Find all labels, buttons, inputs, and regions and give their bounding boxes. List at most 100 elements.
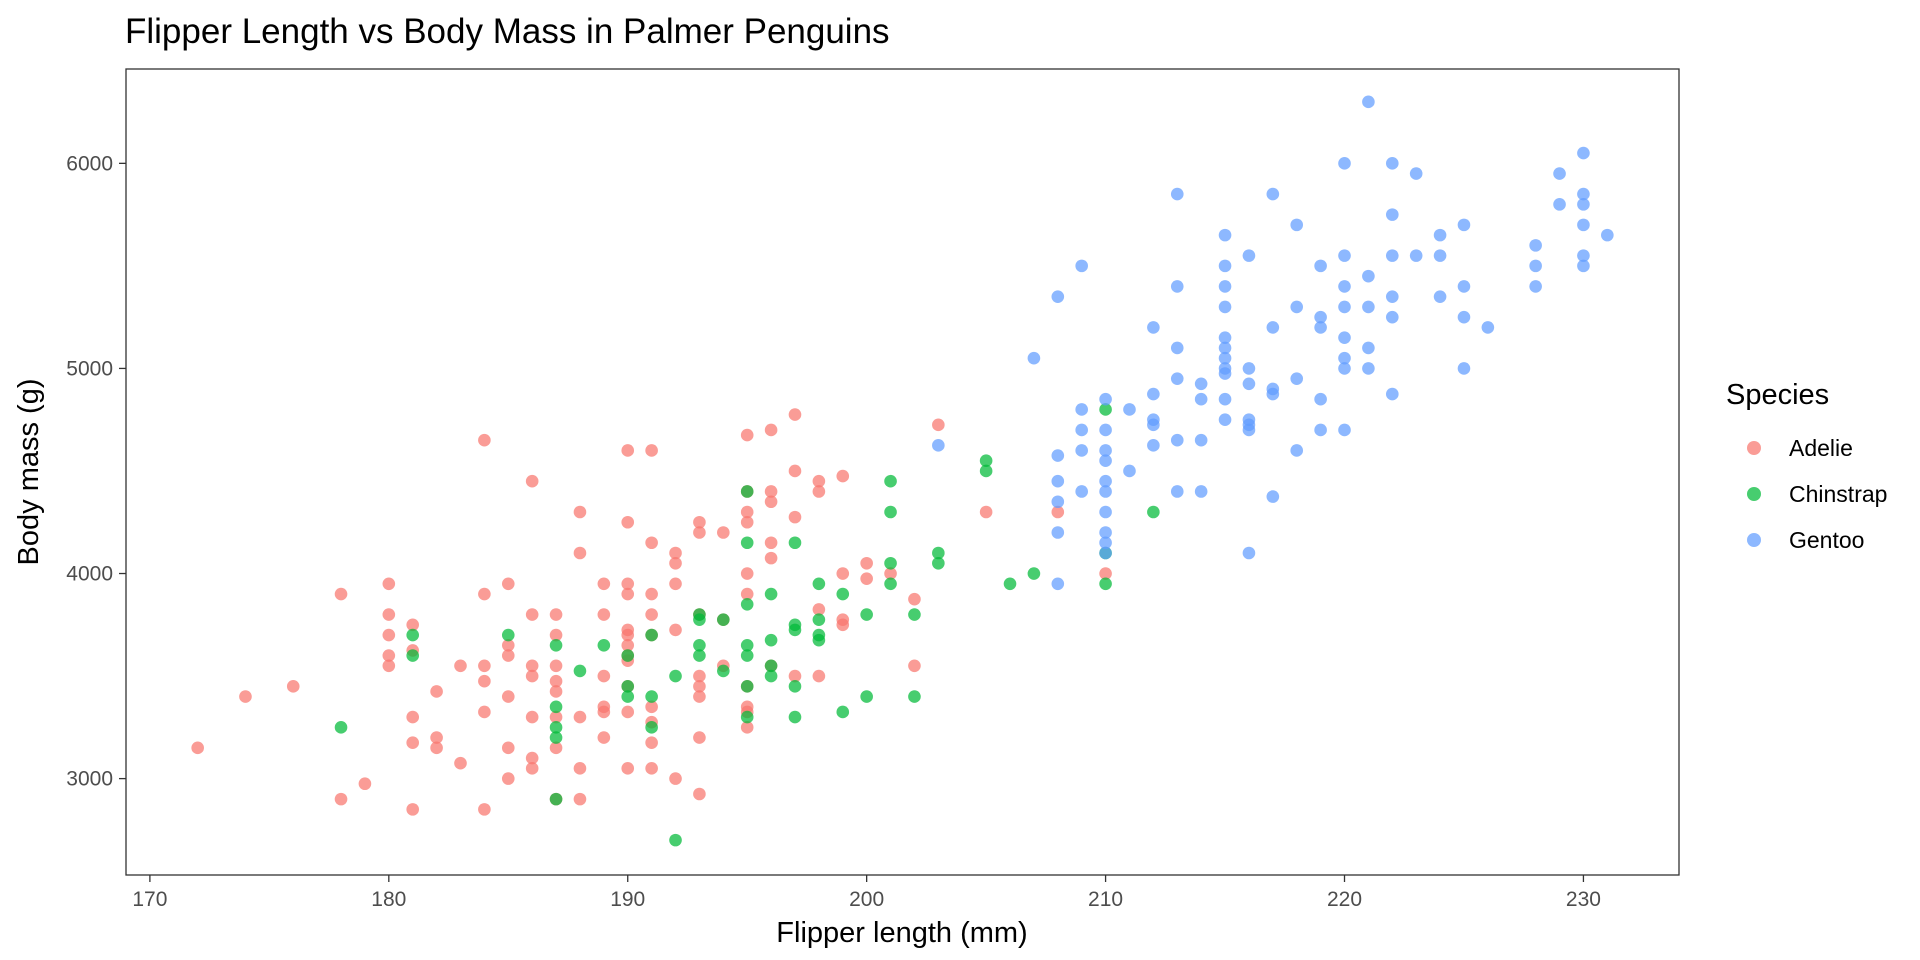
data-point	[1194, 377, 1208, 391]
data-point	[1338, 331, 1351, 344]
data-point	[740, 639, 754, 652]
data-point	[693, 731, 706, 744]
data-point	[740, 515, 754, 529]
data-point	[645, 628, 658, 642]
data-point	[908, 608, 921, 621]
data-point	[860, 608, 873, 621]
data-point	[932, 546, 945, 560]
data-point	[1099, 474, 1112, 488]
data-point	[573, 546, 587, 560]
data-point	[1075, 444, 1088, 457]
data-point	[740, 485, 754, 498]
data-point	[1099, 444, 1112, 457]
data-point	[788, 464, 802, 478]
x-tick-label: 220	[1327, 888, 1362, 911]
data-point	[406, 649, 420, 662]
data-point	[908, 659, 921, 673]
data-point	[1577, 187, 1590, 201]
data-point	[764, 536, 778, 550]
data-point	[1385, 310, 1399, 324]
data-point	[812, 669, 826, 683]
data-point	[1338, 300, 1351, 314]
data-point	[1170, 485, 1184, 498]
data-point	[669, 623, 682, 637]
data-point	[597, 731, 611, 744]
data-point	[836, 567, 850, 580]
data-point	[764, 551, 778, 565]
data-point	[812, 577, 826, 591]
data-point	[645, 536, 658, 550]
data-point	[764, 495, 778, 509]
data-point	[1433, 290, 1447, 303]
data-point	[1314, 259, 1327, 273]
data-point	[788, 680, 802, 693]
data-point	[669, 833, 682, 847]
data-point	[1218, 367, 1232, 380]
data-point	[1218, 413, 1232, 427]
data-point	[1577, 146, 1590, 160]
data-point	[1338, 362, 1351, 375]
data-point	[788, 669, 802, 683]
data-point	[1601, 228, 1614, 242]
data-point	[549, 639, 563, 652]
chart-title: Flipper Length vs Body Mass in Palmer Pe…	[125, 12, 890, 51]
data-point	[645, 700, 658, 714]
data-point	[621, 444, 635, 457]
data-point	[1099, 423, 1112, 437]
y-tick-label: 6000	[66, 152, 113, 175]
data-point	[764, 423, 778, 437]
data-point	[430, 685, 443, 698]
data-point	[525, 762, 539, 775]
data-point	[621, 649, 635, 662]
data-point	[1027, 567, 1041, 580]
data-point	[549, 741, 563, 755]
data-point	[645, 690, 658, 703]
data-point	[1409, 249, 1423, 262]
data-point	[764, 659, 778, 673]
data-point	[621, 690, 635, 703]
data-point	[1385, 387, 1399, 401]
data-point	[764, 669, 778, 683]
data-point	[1266, 387, 1280, 401]
data-point	[1218, 259, 1232, 273]
y-axis-title: Body mass (g)	[13, 379, 45, 566]
data-point	[549, 659, 563, 673]
data-point	[1075, 423, 1088, 437]
data-point	[454, 756, 467, 770]
x-axis: 170 180 190 200 210 220 230	[132, 875, 1601, 911]
data-point	[1577, 259, 1590, 273]
data-point	[406, 803, 420, 816]
data-point	[621, 577, 635, 591]
data-point	[1099, 454, 1112, 468]
data-point	[501, 690, 515, 703]
data-point	[1051, 474, 1065, 488]
legend-item-adelie: Adelie	[1747, 435, 1853, 461]
x-tick-label: 190	[610, 888, 645, 911]
data-point	[1290, 300, 1304, 314]
data-point	[1051, 290, 1065, 303]
data-point	[478, 659, 491, 673]
data-point	[597, 577, 611, 591]
data-point	[693, 649, 706, 662]
data-point	[693, 515, 706, 529]
data-point	[1170, 187, 1184, 201]
data-point	[740, 649, 754, 662]
data-point	[1099, 567, 1112, 580]
data-point	[1242, 423, 1256, 437]
data-point	[1314, 423, 1327, 437]
data-point	[1194, 392, 1208, 406]
data-point	[693, 639, 706, 652]
data-point	[812, 613, 826, 626]
data-point	[717, 664, 730, 678]
data-point	[693, 526, 706, 539]
data-point	[1362, 269, 1375, 283]
data-point	[1362, 95, 1375, 109]
data-point	[1218, 300, 1232, 314]
data-point	[764, 633, 778, 647]
data-point	[1266, 490, 1280, 503]
data-point	[239, 690, 252, 703]
data-point	[1409, 167, 1423, 180]
data-point	[1099, 505, 1112, 519]
data-point	[1218, 331, 1232, 344]
data-point	[1577, 218, 1590, 232]
